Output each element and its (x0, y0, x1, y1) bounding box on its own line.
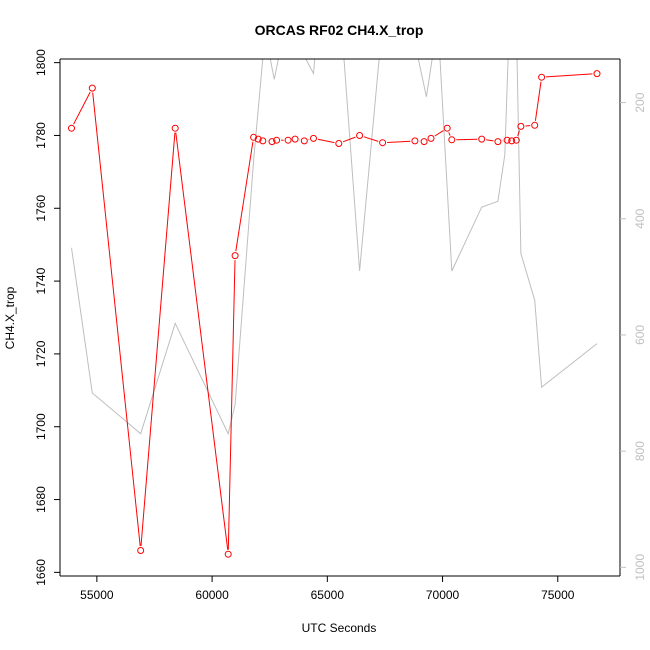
ch4-line-segment (342, 136, 356, 143)
x-tick-label: 70000 (426, 588, 460, 602)
ch4-line-segment (387, 140, 411, 143)
y-tick-label: 1660 (34, 559, 48, 586)
ch4-line-segment (235, 141, 254, 252)
ch4-data-point (538, 73, 546, 81)
ch4-data-point (259, 137, 267, 145)
ch4-data-point (88, 84, 96, 92)
ch4-data-point (517, 122, 525, 130)
y-tick-label: 1780 (34, 122, 48, 149)
ch4-data-point (300, 137, 308, 145)
x-tick-label: 75000 (541, 588, 575, 602)
y-tick-label: 1720 (34, 340, 48, 367)
ch4-line-segment (363, 136, 379, 142)
ch4-data-point (420, 138, 428, 146)
y2-tick-label: 600 (633, 325, 647, 345)
axes-layer: 55000 60000 65000 70000 75000 1660 1680 1700 172… (34, 49, 647, 602)
ch4-data-point (68, 124, 75, 132)
ch4-line-segment (517, 130, 520, 137)
ch4-line-segment (456, 138, 478, 141)
ch4-series-layer (68, 70, 601, 558)
ch4-line-segment (546, 73, 593, 78)
ch4-data-point (137, 547, 145, 554)
x-tick-label: 55000 (80, 588, 114, 602)
ch4-data-point (284, 136, 292, 144)
ch4-data-point (503, 136, 511, 144)
ch4-data-point (448, 136, 456, 144)
ch4-line-segment (486, 139, 494, 142)
ch4-data-point (411, 137, 419, 145)
ch4-line-segment (434, 130, 444, 137)
ch4-data-point (478, 135, 486, 143)
ch4-data-point (335, 140, 343, 147)
secondary-series-line (71, 59, 598, 436)
ch4-line-segment (448, 132, 451, 136)
ch4-data-point (273, 136, 281, 144)
ch4-data-point (508, 137, 516, 145)
ch4-data-point (310, 134, 317, 142)
y2-tick-label: 200 (633, 92, 647, 112)
ch4-data-point (593, 70, 601, 78)
ch4-line-segment (227, 260, 236, 550)
y2-tick-label: 400 (633, 208, 647, 228)
x-tick-label: 65000 (311, 588, 345, 602)
ch4-line-segment (175, 132, 229, 550)
ch4-data-point (291, 135, 299, 143)
ch4-data-point (356, 132, 364, 139)
y-axis-label: CH4.X_trop (3, 286, 17, 349)
ch4-data-point (250, 133, 258, 141)
secondary-series-layer (71, 59, 598, 436)
ch4-line-segment (140, 132, 176, 547)
ch4-data-point (171, 124, 179, 132)
x-tick-label: 60000 (195, 588, 229, 602)
y2-tick-label: 800 (633, 441, 647, 461)
ch4-line-segment (534, 81, 542, 121)
ch4-data-point (427, 134, 435, 142)
ch4-data-point (379, 139, 387, 147)
ch4-data-point (268, 138, 276, 146)
ch4-data-point (254, 135, 262, 143)
ch4-data-point (494, 138, 502, 146)
y2-tick-label: 1000 (633, 554, 647, 581)
x-axis-label: UTC Seconds (302, 621, 377, 635)
ch4-data-point (231, 252, 239, 260)
ch4-data-point (224, 550, 232, 558)
ch4-data-point (443, 124, 451, 132)
ch4-data-point (531, 121, 539, 129)
chart-title: ORCAS RF02 CH4.X_trop (255, 22, 424, 38)
ch4-data-point (512, 136, 520, 144)
y-tick-label: 1700 (34, 413, 48, 440)
y-tick-label: 1740 (34, 267, 48, 294)
y-tick-label: 1760 (34, 195, 48, 222)
ch4-line-segment (92, 92, 141, 547)
ch4-line-segment (317, 138, 335, 144)
y-tick-label: 1800 (34, 49, 48, 76)
ch4-line-segment (73, 91, 91, 125)
y-tick-label: 1680 (34, 486, 48, 513)
